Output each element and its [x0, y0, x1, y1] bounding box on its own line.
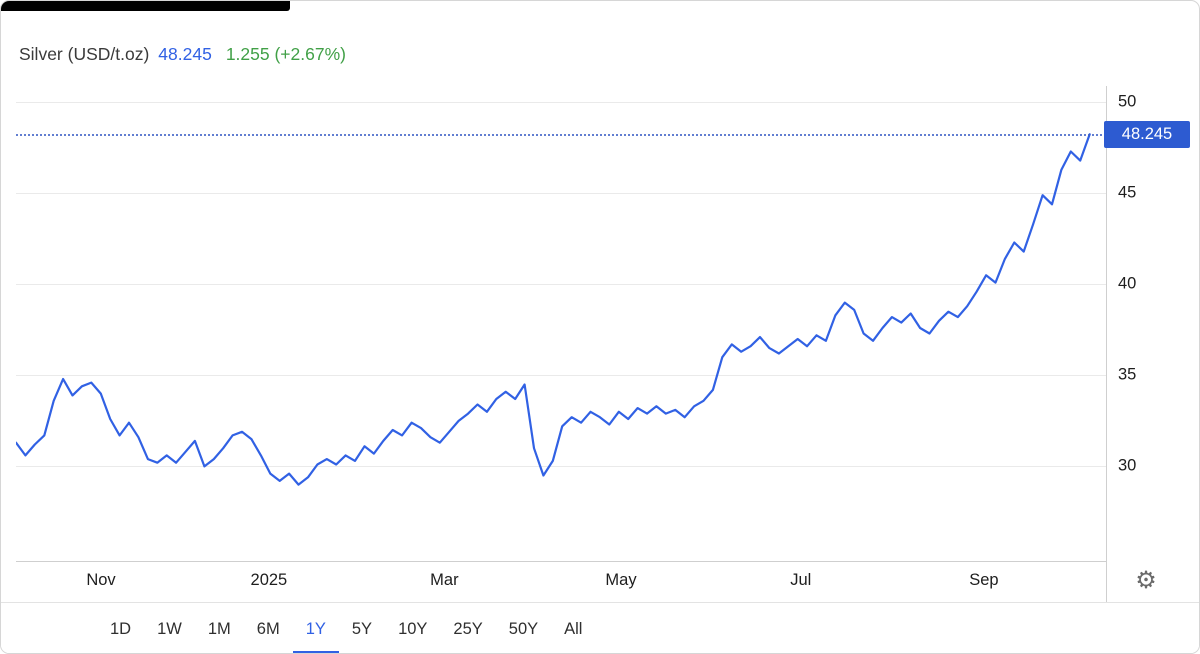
period-button-6m[interactable]: 6M — [244, 605, 293, 654]
current-price-dotted-line — [16, 134, 1106, 137]
x-axis-label: 2025 — [250, 571, 288, 589]
period-button-50y[interactable]: 50Y — [496, 605, 551, 654]
period-button-25y[interactable]: 25Y — [440, 605, 495, 654]
x-axis-label: Jul — [790, 571, 812, 589]
period-button-1d[interactable]: 1D — [97, 605, 144, 654]
current-price-badge: 48.245 — [1104, 120, 1190, 148]
settings-gear-icon[interactable]: ⚙ — [1135, 567, 1157, 594]
top-black-bar — [1, 1, 290, 11]
price-change-value: 1.255 (+2.67%) — [225, 44, 346, 64]
y-gridline — [16, 193, 1106, 195]
period-button-all[interactable]: All — [551, 605, 595, 654]
current-price-value: 48.245 — [158, 44, 212, 64]
y-gridline — [16, 375, 1106, 377]
x-axis-label: Mar — [430, 571, 459, 589]
price-line-chart — [16, 133, 1091, 486]
period-toolbar: 1D 1W 1M 6M 1Y 5Y 10Y 25Y 50Y All — [1, 603, 1199, 654]
plot-area[interactable] — [16, 86, 1106, 561]
y-axis-label: 40 — [1118, 274, 1137, 293]
y-gridline — [16, 466, 1106, 468]
instrument-name: Silver (USD/t.oz) — [19, 44, 150, 64]
x-axis-label: May — [605, 571, 637, 589]
y-axis-line — [1106, 86, 1107, 602]
y-axis-label: 30 — [1118, 456, 1137, 475]
period-button-5y[interactable]: 5Y — [339, 605, 385, 654]
chart-header: Silver (USD/t.oz) 48.245 1.255 (+2.67%) — [19, 44, 346, 65]
y-axis-label: 50 — [1118, 92, 1137, 111]
y-axis-label: 35 — [1118, 365, 1137, 384]
period-button-10y[interactable]: 10Y — [385, 605, 440, 654]
y-gridline — [16, 284, 1106, 286]
x-axis-label: Sep — [969, 571, 999, 589]
x-axis-line — [16, 561, 1106, 562]
toolbar-divider — [1, 602, 1199, 603]
period-button-1y[interactable]: 1Y — [292, 605, 339, 653]
period-button-1w[interactable]: 1W — [144, 605, 195, 654]
y-axis-label: 45 — [1118, 183, 1137, 202]
x-axis-label: Nov — [86, 571, 116, 589]
silver-price-series — [16, 133, 1091, 486]
period-button-1m[interactable]: 1M — [195, 605, 244, 654]
y-gridline — [16, 102, 1106, 104]
